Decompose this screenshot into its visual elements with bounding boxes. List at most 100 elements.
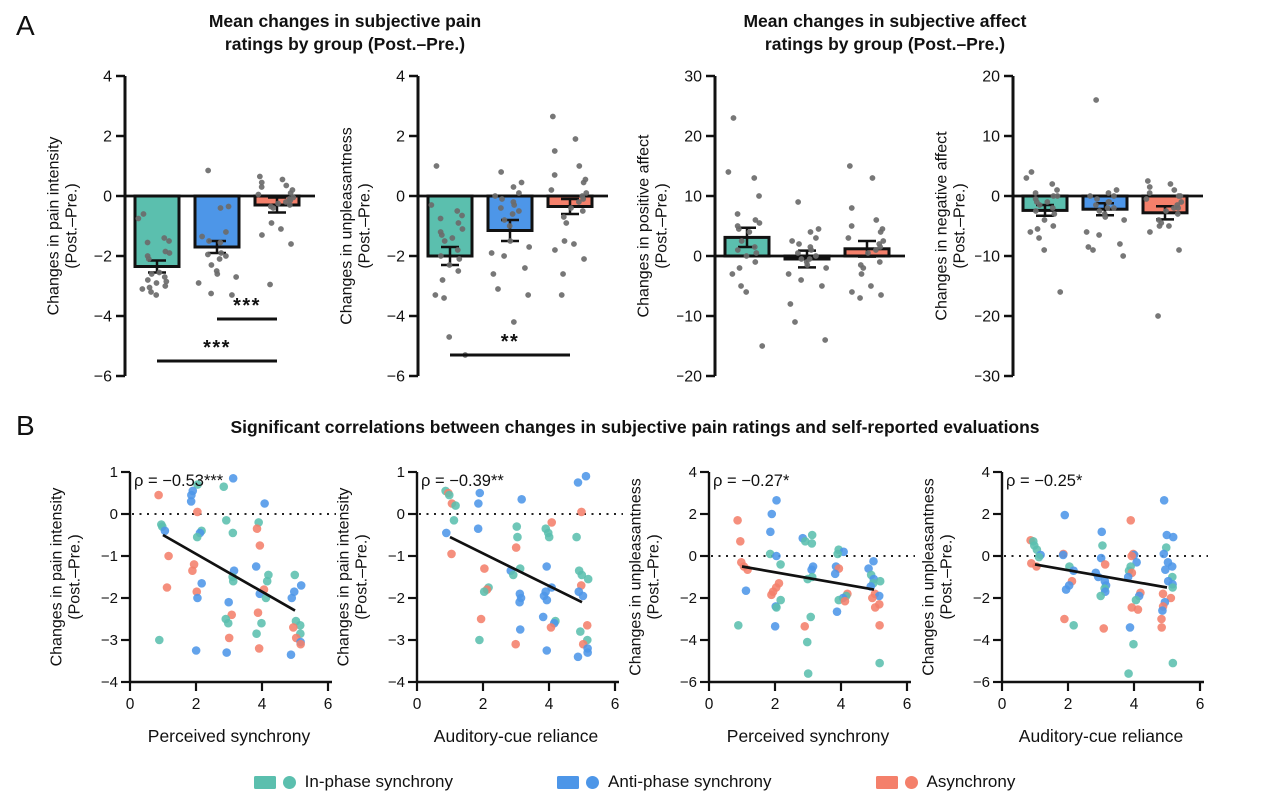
scatter-point-s	[547, 518, 557, 527]
data-point	[258, 179, 265, 186]
data-point	[576, 163, 583, 169]
data-point	[1027, 229, 1034, 235]
data-point	[1146, 184, 1153, 190]
y-tick-label: −4	[387, 309, 405, 326]
data-point	[1049, 181, 1056, 187]
data-point	[288, 241, 294, 247]
data-point	[746, 229, 753, 235]
scatter-point-a	[160, 526, 170, 536]
data-point	[561, 238, 568, 244]
chart-pain-vs-reliance-scatter: Changes in pain intensity (Post.–Pre.) 1…	[331, 462, 635, 767]
data-point	[153, 280, 160, 286]
scatter-point-s	[1099, 624, 1109, 633]
data-point	[551, 148, 558, 154]
scatter-point-a	[515, 625, 525, 634]
y-tick-label: 0	[397, 506, 405, 523]
data-point	[1175, 205, 1182, 211]
data-point	[459, 226, 466, 232]
data-point	[153, 292, 160, 298]
scatter-point-a	[767, 509, 777, 519]
data-point	[583, 190, 590, 196]
scatter-point-i	[807, 539, 817, 548]
scatter-point-s	[870, 603, 880, 612]
y-axis-label-container: Changes in negative affect (Post.–Pre.)	[929, 66, 975, 386]
data-point	[560, 214, 567, 220]
regression-line	[741, 565, 875, 591]
data-point	[1120, 253, 1127, 259]
y-tick-label: −2	[94, 249, 112, 266]
data-point	[506, 223, 513, 229]
data-point	[1171, 187, 1178, 193]
data-point	[510, 184, 517, 190]
data-point	[146, 284, 153, 291]
scatter-point-a	[832, 607, 842, 616]
scatter-point-s	[1126, 516, 1136, 525]
data-point	[1156, 223, 1163, 229]
legend-label: In-phase synchrony	[304, 772, 454, 791]
scatter-point-a	[286, 650, 296, 659]
scatter-point-i	[1098, 541, 1107, 550]
scatter-point-i	[290, 570, 300, 580]
scatter-point-a	[228, 474, 238, 483]
y-tick-label: 1	[110, 464, 118, 481]
data-point	[1111, 205, 1117, 211]
y-axis-label-container: Changes in unpleasantness (Post.–Pre.)	[334, 66, 380, 386]
scatter-point-i	[1168, 583, 1177, 592]
y-axis-label-container: Changes in unpleasantness (Post.–Pre.)	[623, 462, 669, 692]
significance-stars: ***	[233, 295, 261, 317]
data-point	[135, 215, 142, 222]
scatter-point-i	[228, 528, 238, 538]
scatter-point-i	[192, 532, 202, 542]
y-tick-label: −4	[973, 632, 990, 649]
scatter-point-i	[833, 549, 842, 559]
y-tick-label: −2	[973, 590, 990, 607]
data-point	[792, 319, 798, 325]
pain-intensity-bar-svg: 4 2 0 −2 −4 −6 ******	[94, 69, 315, 386]
data-point	[1050, 223, 1057, 229]
data-point	[204, 251, 211, 258]
x-axis-label: Auditory-cue reliance	[434, 726, 598, 746]
data-point	[287, 190, 294, 196]
x-tick-label: 0	[705, 696, 714, 713]
scatter-point-s	[1166, 593, 1176, 603]
scatter-point-i	[806, 612, 816, 622]
data-point	[730, 115, 737, 121]
chart-unpleasantness-bar: Changes in unpleasantness (Post.–Pre.) 4…	[334, 66, 620, 406]
y-tick-label: −10	[975, 249, 1000, 266]
data-point	[195, 280, 202, 286]
data-point	[813, 253, 819, 259]
significance-stars: ***	[203, 337, 231, 359]
scatter-point-s	[296, 639, 305, 649]
y-tick-label: 30	[684, 69, 702, 86]
data-point	[1104, 205, 1111, 211]
regression-line	[162, 533, 296, 612]
data-point	[156, 269, 163, 276]
scatter-point-i	[451, 501, 460, 510]
data-point	[199, 233, 206, 240]
scatter-point-s	[577, 507, 586, 517]
scatter-point-a	[573, 478, 583, 487]
x-tick-label: 2	[771, 696, 780, 713]
x-axis-label: Auditory-cue reliance	[1019, 726, 1183, 746]
data-point	[223, 229, 229, 235]
y-tick-label: −20	[975, 309, 1000, 326]
legend-label: Asynchrony	[926, 772, 1016, 791]
y-tick-label: −2	[680, 590, 697, 607]
chart-pain-intensity-bar: Changes in pain intensity (Post.–Pre.) 4…	[41, 66, 327, 406]
x-tick-label: 6	[324, 696, 333, 713]
data-point	[1044, 199, 1051, 205]
data-point	[1057, 289, 1064, 295]
scatter-point-i	[479, 587, 489, 596]
data-point	[580, 179, 587, 186]
y-tick-label: −10	[677, 309, 702, 326]
scatter-point-a	[222, 648, 231, 657]
data-point	[225, 203, 232, 210]
data-point	[815, 226, 822, 232]
data-point	[497, 205, 504, 211]
scatter-point-a	[1159, 549, 1169, 559]
scatter-point-i	[875, 576, 885, 586]
data-point	[873, 217, 880, 223]
data-point	[270, 205, 277, 211]
regression-line	[1034, 563, 1168, 589]
y-axis-label-container: Changes in unpleasantness (Post.–Pre.)	[916, 462, 962, 692]
